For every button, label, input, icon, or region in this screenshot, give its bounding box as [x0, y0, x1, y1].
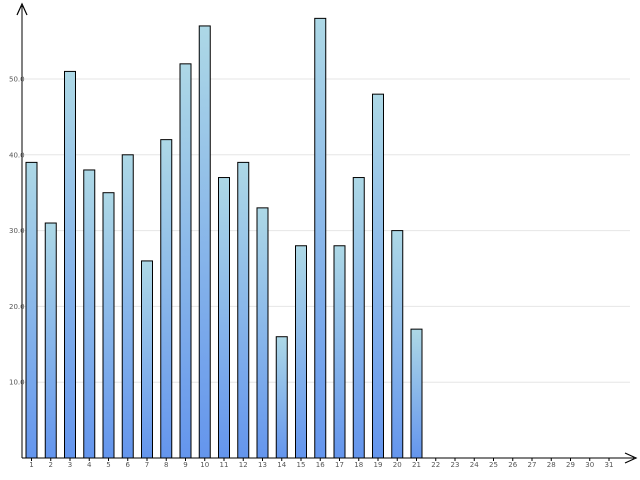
bar: [83, 169, 96, 459]
bar: [25, 161, 38, 459]
x-tick-label: 17: [335, 461, 344, 469]
bar: [160, 139, 173, 459]
bar: [256, 207, 269, 459]
x-tick-label: 23: [451, 461, 460, 469]
x-axis-arrow-icon: [624, 452, 638, 464]
y-tick-label: 20.0: [9, 303, 25, 311]
x-tick-label: 28: [547, 461, 556, 469]
x-tick-label: 21: [412, 461, 421, 469]
bar: [333, 245, 346, 459]
x-tick-label: 9: [183, 461, 187, 469]
bars: [25, 17, 423, 459]
bar: [44, 222, 57, 459]
x-tick-label: 4: [87, 461, 92, 469]
x-tick-label: 5: [106, 461, 110, 469]
bar: [121, 154, 134, 459]
x-tick-label: 11: [220, 461, 229, 469]
x-tick-label: 13: [258, 461, 267, 469]
x-tick-label: 18: [354, 461, 363, 469]
x-tick-label: 19: [374, 461, 383, 469]
bar: [352, 177, 365, 459]
y-tick-label: 40.0: [9, 151, 25, 159]
x-tick-label: 6: [126, 461, 131, 469]
bar: [237, 161, 250, 459]
x-tick-label: 14: [277, 461, 286, 469]
bar: [295, 245, 307, 459]
x-tick-label: 2: [49, 461, 53, 469]
x-tick-label: 10: [200, 461, 209, 469]
bar: [275, 336, 288, 459]
bar: [314, 17, 327, 459]
bar: [102, 192, 115, 459]
y-tick-label: 10.0: [9, 379, 25, 387]
bar: [410, 328, 423, 459]
x-tick-label: 1: [29, 461, 33, 469]
x-tick-label: 15: [297, 461, 306, 469]
x-tick-label: 24: [470, 461, 479, 469]
bar: [179, 63, 192, 459]
y-tick-labels: 10.0 20.0 30.0 40.0 50.0: [9, 76, 25, 387]
x-tick-label: 27: [528, 461, 537, 469]
x-tick-labels: 1 2 3 4 5 6 7 8 9 10 11 12 13 14 15 16 17 18 19 20 21 22 23 24 2…: [29, 458, 613, 469]
x-tick-label: 25: [489, 461, 498, 469]
bar: [391, 230, 404, 459]
x-tick-label: 8: [164, 461, 168, 469]
x-tick-label: 31: [605, 461, 614, 469]
y-tick-label: 50.0: [9, 76, 25, 84]
x-tick-label: 16: [316, 461, 325, 469]
y-tick-label: 30.0: [9, 227, 25, 235]
x-tick-label: 30: [585, 461, 594, 469]
bar: [141, 260, 153, 459]
x-tick-label: 3: [68, 461, 72, 469]
x-tick-label: 26: [508, 461, 517, 469]
x-tick-label: 20: [393, 461, 402, 469]
bar: [372, 93, 384, 459]
x-tick-label: 12: [239, 461, 248, 469]
x-tick-label: 22: [431, 461, 440, 469]
x-tick-label: 29: [566, 461, 575, 469]
y-axis-arrow-icon: [16, 2, 28, 16]
bar: [198, 25, 211, 459]
x-tick-label: 7: [145, 461, 149, 469]
bar: [218, 177, 230, 459]
bar: [64, 70, 76, 459]
